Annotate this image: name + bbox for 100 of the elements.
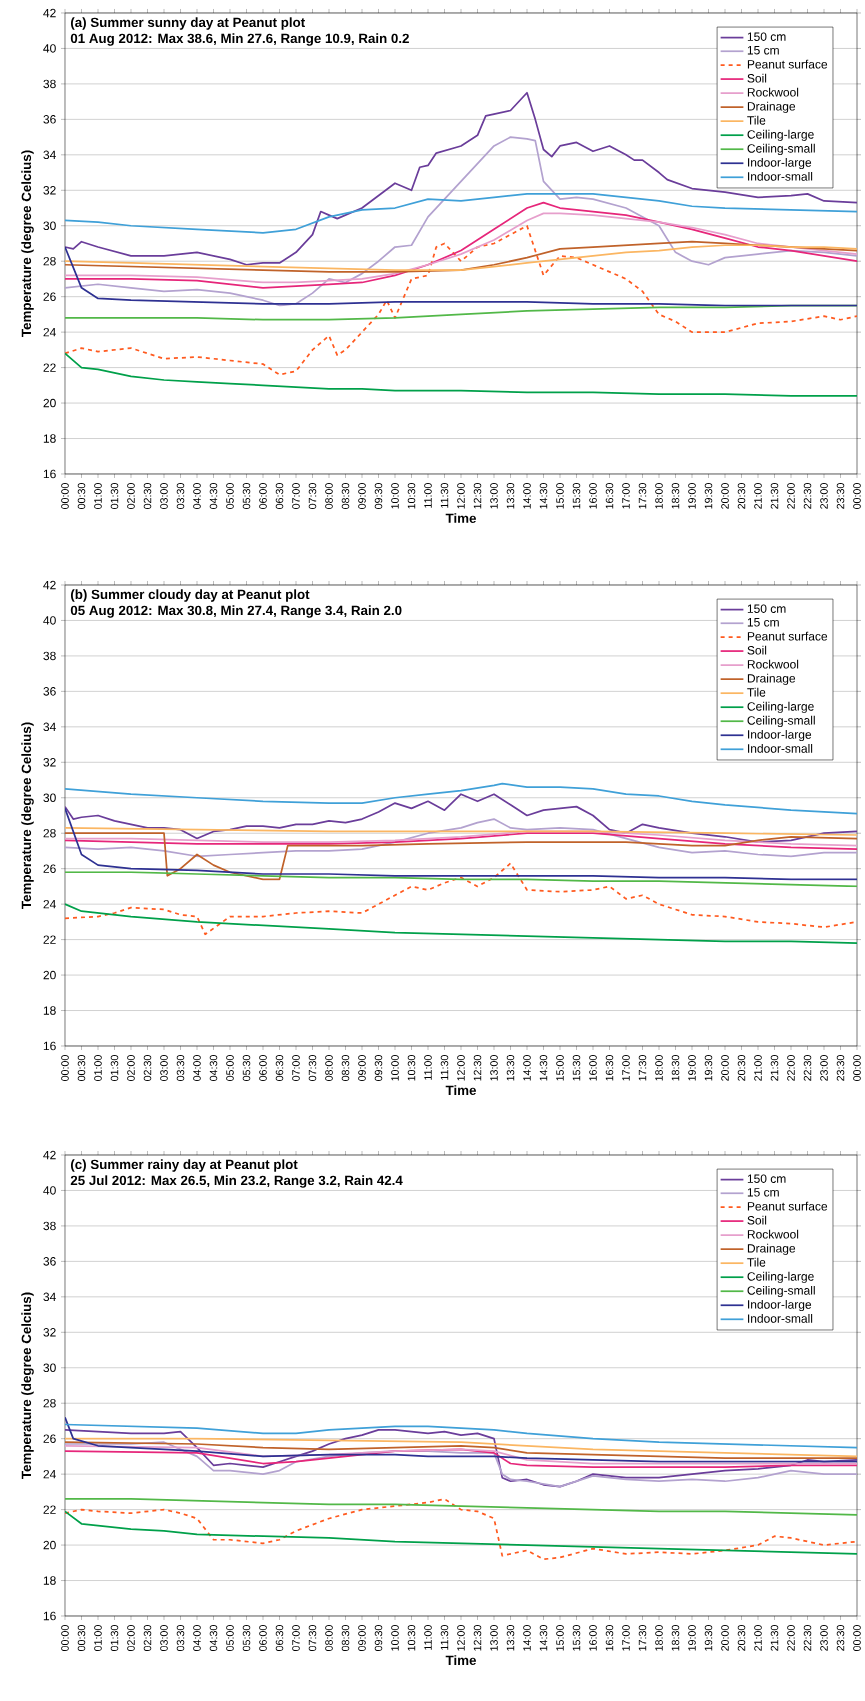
x-tick-label: 21:00 [754,1055,762,1081]
y-tick-label: 28 [43,828,56,838]
y-tick-label: 32 [43,186,56,195]
line-series [64,1441,857,1488]
x-tick-label: 11:30 [440,1625,449,1650]
x-tick-label: 12:00 [457,1625,465,1651]
x-tick-label: 03:30 [176,483,185,509]
x-tick-label: 13:30 [506,1625,515,1651]
x-tick-label: 01:00 [94,1625,102,1651]
x-tick-label: 14:00 [523,483,531,509]
y-tick-label: 18 [43,1576,56,1585]
x-tick-label: 06:30 [275,1625,284,1651]
x-tick-label: 14:30 [539,483,548,509]
x-tick-label: 08:30 [341,1625,350,1651]
legend-label: 15 cm [747,46,779,55]
y-tick-label: 42 [43,8,56,18]
x-tick-label: 15:00 [556,483,564,509]
chart-title: (a) Summer sunny day at Peanut plot [70,17,305,30]
legend-label: Drainage [747,673,795,685]
y-tick-label: 22 [43,935,56,944]
x-tick-label: 02:30 [143,1625,152,1651]
legend-label: Indoor-small [747,1313,813,1323]
x-tick-label: 09:30 [374,483,383,509]
x-tick-label: 01:30 [110,483,119,509]
x-tick-label: 17:00 [622,1055,630,1081]
x-tick-label: 23:00 [820,1055,828,1081]
y-tick-label: 16 [43,1611,56,1621]
y-tick-label: 34 [43,150,56,160]
x-tick-label: 03:00 [160,1055,168,1081]
x-tick-label: 07:30 [308,1625,317,1651]
x-tick-label: 04:30 [209,1055,218,1081]
y-tick-label: 36 [43,1257,56,1266]
x-tick-label: 09:00 [358,483,366,509]
y-tick-label: 24 [43,1469,56,1479]
x-tick-label: 12:00 [457,1055,465,1081]
x-tick-label: 20:00 [721,1625,729,1651]
text: 25 Jul 2012: Max 26.5, Min 23.2, Range 3.2, Rain 42.4 [70,1175,403,1188]
x-tick-label: 17:30 [638,1055,647,1081]
x-tick-label: 11:00 [424,483,432,508]
legend-label: Indoor-large [747,1299,811,1312]
x-tick-label: 15:30 [572,1055,581,1081]
x-tick-label: 07:30 [308,1055,317,1081]
x-tick-label: 15:00 [556,1625,564,1651]
x-tick-label: 17:00 [622,483,630,509]
y-tick-label: 20 [43,970,56,980]
x-tick-label: 09:30 [374,1625,383,1651]
x-tick-label: 15:00 [556,1055,564,1081]
x-tick-label: 12:30 [473,1625,482,1651]
y-tick-label: 42 [43,580,56,590]
chart-title: (c) Summer rainy day at Peanut plot [70,1159,298,1172]
y-tick-label: 16 [43,1041,56,1051]
legend-label: Tile [747,1257,766,1267]
y-tick-label: 30 [43,1363,56,1373]
x-tick-label: 22:00 [787,1625,795,1651]
x-tick-label: 08:00 [325,1055,333,1081]
x-tick-label: 01:00 [94,483,102,509]
x-tick-label: 07:00 [292,1625,300,1651]
x-tick-label: 04:00 [193,1625,201,1651]
x-tick-label: 10:30 [407,1055,416,1081]
y-tick-label: 42 [43,1150,56,1160]
line-series [64,1428,857,1488]
x-tick-label: 01:30 [110,1625,119,1651]
x-tick-label: 03:30 [176,1625,185,1651]
x-tick-label: 08:00 [325,483,333,509]
x-tick-label: 18:00 [655,483,663,509]
y-tick-label: 32 [43,758,56,767]
legend-label: Rockwool [747,1229,799,1239]
x-tick-label: 04:00 [193,1055,201,1081]
x-tick-label: 03:00 [160,483,168,509]
legend-label: 15 cm [747,1188,779,1197]
legend-label: Tile [747,115,766,125]
x-tick-label: 02:30 [143,483,152,509]
y-tick-label: 40 [43,1186,56,1195]
x-axis-title: Time [445,513,476,523]
legend-label: Ceiling-large [747,701,814,714]
line-series [64,352,857,397]
legend-label: Ceiling-small [747,143,815,156]
x-tick-label: 12:30 [473,1055,482,1081]
x-tick-label: 08:30 [341,483,350,509]
legend-label: 150 cm [747,604,786,613]
x-tick-label: 13:00 [490,1625,498,1651]
x-axis-title: Time [445,1655,476,1666]
legend-label: Tile [747,687,766,697]
x-tick-label: 06:30 [275,483,284,509]
y-tick-label: 38 [43,651,56,661]
x-tick-label: 15:30 [572,483,581,509]
legend-label: Drainage [747,1243,795,1255]
y-tick-label: 24 [43,899,56,909]
x-tick-label: 05:00 [226,483,234,509]
x-tick-label: 22:30 [803,483,812,509]
x-tick-label: 22:30 [803,1055,812,1081]
y-tick-label: 26 [43,1434,56,1443]
x-tick-label: 22:30 [803,1625,812,1651]
x-tick-label: 09:00 [358,1625,366,1651]
x-tick-label: 14:00 [523,1625,531,1651]
x-tick-label: 04:30 [209,1625,218,1651]
x-tick-label: 20:30 [737,1625,746,1651]
x-tick-label: 02:00 [127,483,135,509]
x-tick-label: 19:30 [704,483,713,509]
x-tick-label: 23:30 [836,1625,845,1651]
